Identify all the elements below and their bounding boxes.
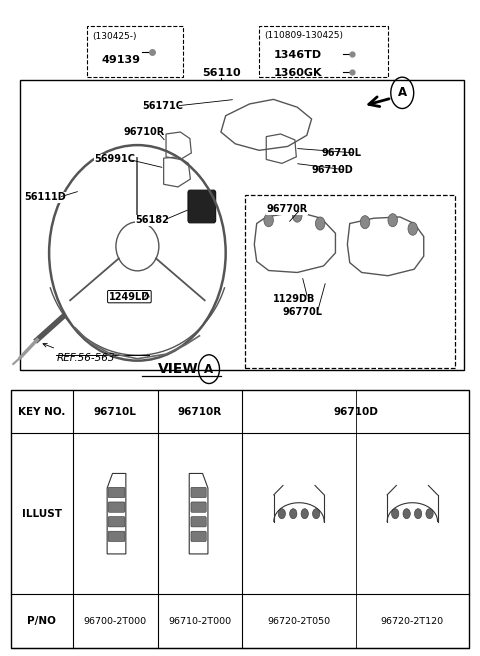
Text: 49139: 49139 [102,55,141,65]
Text: 96770L: 96770L [283,307,323,318]
Circle shape [388,214,397,227]
Circle shape [403,508,410,519]
FancyBboxPatch shape [188,190,216,223]
Circle shape [408,222,418,236]
Circle shape [315,217,325,230]
Circle shape [278,508,286,519]
Text: 1346TD: 1346TD [274,51,322,60]
Circle shape [289,508,297,519]
Circle shape [360,216,370,229]
Text: 96710D: 96710D [312,165,353,175]
Circle shape [301,508,308,519]
FancyBboxPatch shape [108,502,125,512]
Text: KEY NO.: KEY NO. [18,407,66,417]
Text: A: A [204,363,214,376]
Text: (110809-130425): (110809-130425) [264,31,343,40]
Text: 56110: 56110 [202,68,240,78]
Text: VIEW: VIEW [157,362,198,376]
Text: 96710L: 96710L [321,148,361,158]
Circle shape [426,508,433,519]
Text: 96710-2T000: 96710-2T000 [168,617,231,626]
Text: 96770R: 96770R [266,204,308,214]
Circle shape [392,508,399,519]
Text: 56182: 56182 [135,215,169,225]
Text: 56171C: 56171C [142,101,183,111]
FancyBboxPatch shape [191,502,206,512]
FancyBboxPatch shape [108,487,125,498]
Text: (130425-): (130425-) [92,32,137,41]
FancyBboxPatch shape [108,531,125,541]
Text: 96700-2T000: 96700-2T000 [84,617,147,626]
Text: 96710D: 96710D [333,407,378,417]
Circle shape [264,214,274,227]
Text: 96720-2T050: 96720-2T050 [267,617,331,626]
Text: REF.56-563: REF.56-563 [56,353,115,363]
Text: 1360GK: 1360GK [274,68,322,78]
Text: 1129DB: 1129DB [274,294,316,304]
Text: 96710L: 96710L [94,407,137,417]
Text: 56991C: 56991C [95,154,135,165]
Text: 96720-2T120: 96720-2T120 [381,617,444,626]
FancyBboxPatch shape [191,516,206,527]
Circle shape [414,508,422,519]
FancyBboxPatch shape [108,516,125,527]
Text: P/NO: P/NO [27,616,56,626]
Text: 96710R: 96710R [123,127,164,137]
FancyBboxPatch shape [191,487,206,498]
Text: 56111D: 56111D [24,192,66,202]
Circle shape [312,508,320,519]
FancyBboxPatch shape [191,531,206,541]
Text: ILLUST: ILLUST [22,508,62,519]
Circle shape [292,209,302,222]
Text: 1249LD: 1249LD [109,292,150,302]
Text: A: A [398,87,407,99]
Text: 96710R: 96710R [178,407,222,417]
